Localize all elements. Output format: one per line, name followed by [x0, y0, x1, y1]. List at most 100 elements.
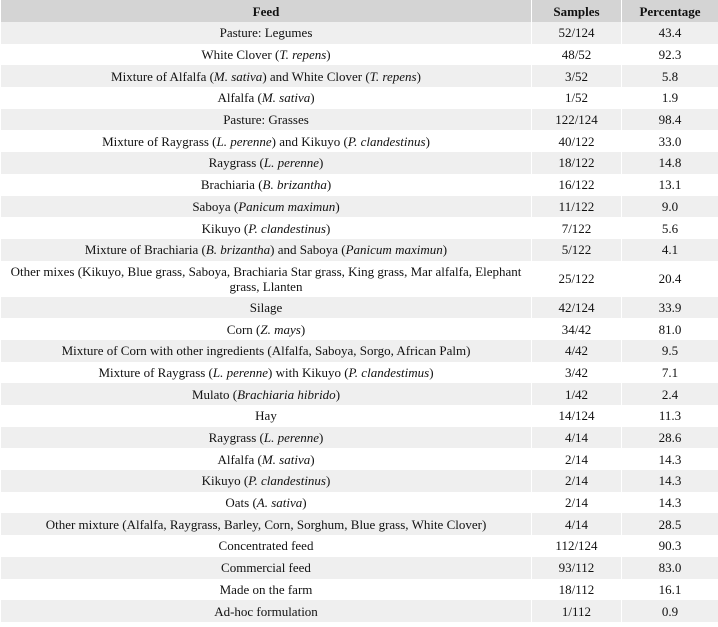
samples-cell: 2/14	[531, 448, 622, 471]
table-row: Oats (A. sativa) 2/14 14.3	[0, 491, 718, 514]
percentage-cell: 7.1	[621, 361, 718, 384]
samples-cell: 11/122	[531, 195, 622, 218]
feed-cell: Commercial feed	[0, 556, 532, 579]
percentage-cell: 14.3	[621, 448, 718, 471]
table-row: Concentrated feed 112/124 90.3	[0, 535, 718, 557]
feed-cell: Brachiaria (B. brizantha)	[0, 173, 532, 196]
feed-cell: Mixture of Alfalfa (M. sativa) and White…	[0, 65, 532, 88]
species-name: B. brizantha	[262, 177, 327, 193]
feed-text: Mixture of Raygrass (	[98, 364, 213, 380]
percentage-cell: 11.3	[621, 405, 718, 427]
samples-cell: 52/124	[531, 22, 622, 44]
feed-text: )	[425, 133, 430, 149]
species-name: Panicum maximun	[345, 242, 443, 258]
species-name: M. sativa	[261, 451, 311, 467]
feed-text: )	[335, 386, 341, 402]
table-row: Mixture of Alfalfa (M. sativa) and White…	[0, 65, 718, 88]
feed-text: Silage	[249, 299, 283, 315]
feed-text: Mixture of Corn with other ingredients (…	[61, 343, 471, 359]
feed-cell: Mixture of Raygrass (L. perenne) and Kik…	[0, 130, 532, 153]
feed-text: Mixture of Brachiaria (	[84, 242, 206, 258]
percentage-cell: 14.3	[621, 491, 718, 514]
feed-text: )	[326, 177, 332, 193]
percentage-cell: 5.8	[621, 65, 718, 88]
samples-cell: 40/122	[531, 130, 622, 153]
table-row: Raygrass (L. perenne) 18/122 14.8	[0, 152, 718, 174]
feed-cell: Mulato (Brachiaria hibrido)	[0, 383, 532, 405]
feed-text: Concentrated feed	[218, 538, 314, 554]
species-name: M. sativa	[261, 90, 311, 106]
species-name: L. perenne	[263, 155, 320, 171]
table-row: Ad-hoc formulation 1/112 0.9	[0, 600, 718, 622]
feed-text: Mixture of Raygrass (	[102, 133, 217, 149]
table-row: Other mixture (Alfalfa, Raygrass, Barley…	[0, 513, 718, 536]
percentage-cell: 13.1	[621, 173, 718, 196]
table-row: Kikuyo (P. clandestinus) 7/122 5.6	[0, 217, 718, 239]
samples-cell: 14/124	[531, 405, 622, 427]
feed-text: )	[319, 155, 324, 171]
feed-text: Pasture: Legumes	[219, 25, 313, 41]
samples-cell: 4/14	[531, 513, 622, 536]
feed-text: ) and Kikuyo (	[271, 133, 348, 149]
samples-cell: 2/14	[531, 491, 622, 514]
feed-text: Other mixes (Kikuyo, Blue grass, Saboya,…	[10, 263, 522, 294]
feed-text: ) and Saboya (	[270, 242, 346, 258]
feed-text: Corn (	[226, 321, 261, 337]
percentage-cell: 1.9	[621, 87, 718, 109]
feed-cell: White Clover (T. repens)	[0, 43, 532, 66]
feed-text: )	[326, 220, 331, 236]
feed-text: Commercial feed	[221, 560, 311, 576]
feed-text: Raygrass (	[208, 430, 264, 446]
percentage-cell: 2.4	[621, 383, 718, 405]
feed-cell: Silage	[0, 296, 532, 319]
feed-text: Kikuyo (	[201, 473, 249, 489]
table-row: Made on the farm 18/112 16.1	[0, 578, 718, 601]
feed-text: )	[300, 321, 306, 337]
table-row: Pasture: Legumes 52/124 43.4	[0, 22, 718, 44]
feed-text: Saboya (	[192, 198, 239, 214]
samples-cell: 48/52	[531, 43, 622, 66]
samples-cell: 16/122	[531, 173, 622, 196]
species-name: A. sativa	[256, 495, 303, 511]
feed-text: Alfalfa (	[217, 90, 262, 106]
feed-cell: Kikuyo (P. clandestinus)	[0, 470, 532, 492]
feed-cell: Alfalfa (M. sativa)	[0, 87, 532, 109]
table-row: Alfalfa (M. sativa) 2/14 14.3	[0, 448, 718, 471]
samples-cell: 18/112	[531, 578, 622, 601]
percentage-cell: 90.3	[621, 535, 718, 557]
species-name: P. clandestinus	[248, 220, 326, 236]
feed-text: ) with Kikuyo (	[268, 364, 349, 380]
feed-text: )	[442, 242, 448, 258]
feed-text: Ad-hoc formulation	[214, 603, 318, 619]
feed-text: Kikuyo (	[201, 220, 249, 236]
percentage-cell: 14.8	[621, 152, 718, 174]
table-row: Commercial feed 93/112 83.0	[0, 556, 718, 579]
table-row: Kikuyo (P. clandestinus) 2/14 14.3	[0, 470, 718, 492]
table-row: Alfalfa (M. sativa) 1/52 1.9	[0, 87, 718, 109]
feed-cell: Made on the farm	[0, 578, 532, 601]
feed-text: ) and White Clover (	[262, 68, 370, 84]
feed-text: Brachiaria (	[200, 177, 263, 193]
table-row: Brachiaria (B. brizantha) 16/122 13.1	[0, 173, 718, 196]
header-row: Feed Samples Percentage	[0, 0, 718, 22]
feed-text: )	[310, 90, 315, 106]
percentage-cell: 14.3	[621, 470, 718, 492]
percentage-cell: 33.0	[621, 130, 718, 153]
feed-cell: Mixture of Raygrass (L. perenne) with Ki…	[0, 361, 532, 384]
feed-text: Hay	[255, 408, 277, 424]
feed-text: Mulato (	[191, 386, 238, 402]
samples-cell: 34/42	[531, 318, 622, 340]
samples-cell: 112/124	[531, 535, 622, 557]
feed-cell: Mixture of Corn with other ingredients (…	[0, 339, 532, 362]
samples-cell: 1/112	[531, 600, 622, 622]
table-row: Other mixes (Kikuyo, Blue grass, Saboya,…	[0, 260, 718, 297]
percentage-cell: 28.5	[621, 513, 718, 536]
feed-text: )	[302, 495, 307, 511]
samples-cell: 2/14	[531, 470, 622, 492]
species-name: P. clandestinus	[347, 133, 426, 149]
column-header: Percentage	[621, 0, 718, 22]
feed-cell: Raygrass (L. perenne)	[0, 426, 532, 449]
percentage-cell: 9.0	[621, 195, 718, 218]
species-name: B. brizantha	[205, 242, 271, 258]
samples-cell: 42/124	[531, 296, 622, 319]
